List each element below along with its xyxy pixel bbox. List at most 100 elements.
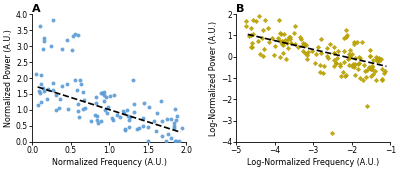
Point — [352, 57, 359, 60]
Point — [303, 43, 310, 46]
Point — [317, 71, 323, 73]
Point — [281, 32, 288, 35]
Point — [38, 101, 44, 103]
Point — [376, 57, 382, 60]
Point — [136, 126, 142, 129]
Point — [100, 100, 107, 103]
Point — [78, 83, 85, 86]
Point — [121, 112, 128, 115]
Point — [98, 120, 104, 122]
Point — [56, 106, 62, 109]
Point — [88, 120, 94, 123]
Y-axis label: Log-Normalized Power (A.U.): Log-Normalized Power (A.U.) — [209, 21, 218, 136]
Point — [355, 63, 361, 66]
Point — [95, 121, 101, 124]
Point — [158, 100, 164, 103]
Point — [249, 46, 255, 49]
Point — [74, 89, 80, 91]
Point — [276, 56, 283, 58]
Point — [287, 38, 293, 40]
Point — [101, 91, 108, 93]
Point — [140, 125, 147, 128]
Point — [178, 127, 185, 129]
Point — [145, 140, 152, 143]
Point — [313, 53, 320, 55]
Point — [255, 40, 261, 42]
Point — [300, 42, 306, 45]
Point — [350, 66, 357, 69]
Point — [334, 57, 340, 60]
Point — [338, 74, 344, 77]
Point — [272, 45, 278, 48]
Point — [304, 58, 311, 61]
Point — [41, 39, 47, 42]
Point — [77, 78, 83, 81]
Point — [152, 129, 159, 132]
Point — [329, 132, 336, 135]
Point — [366, 55, 373, 58]
Point — [373, 79, 379, 82]
Point — [248, 34, 254, 37]
Point — [48, 45, 54, 47]
Point — [358, 40, 365, 43]
Point — [122, 128, 128, 131]
Point — [285, 38, 291, 40]
Point — [127, 115, 133, 118]
Point — [171, 127, 178, 130]
Point — [248, 45, 254, 48]
Point — [287, 42, 294, 44]
Point — [248, 27, 254, 30]
Point — [303, 54, 310, 56]
Point — [80, 107, 86, 110]
Point — [104, 111, 110, 114]
Point — [284, 47, 291, 50]
Point — [92, 102, 99, 105]
Point — [259, 36, 265, 39]
Point — [80, 91, 86, 94]
Point — [271, 54, 277, 57]
Point — [324, 55, 330, 57]
Point — [253, 19, 259, 22]
Point — [260, 29, 266, 32]
Text: A: A — [32, 4, 41, 14]
Point — [363, 76, 369, 79]
Point — [81, 98, 87, 101]
Point — [330, 45, 337, 48]
Point — [105, 105, 112, 108]
Point — [346, 63, 352, 66]
Point — [279, 43, 286, 46]
Point — [69, 48, 76, 51]
Point — [280, 51, 287, 54]
Point — [145, 126, 151, 129]
Point — [382, 70, 388, 73]
Point — [297, 35, 304, 38]
Point — [300, 50, 306, 53]
Point — [331, 58, 337, 61]
Point — [354, 40, 360, 43]
Point — [372, 70, 378, 73]
Point — [126, 118, 132, 121]
Point — [277, 32, 284, 35]
Point — [347, 48, 353, 51]
Point — [109, 117, 116, 120]
Point — [368, 68, 374, 70]
Point — [122, 128, 128, 131]
Point — [126, 126, 132, 128]
Point — [331, 64, 337, 67]
Point — [70, 35, 76, 38]
Point — [374, 60, 380, 62]
Point — [172, 108, 178, 110]
Point — [367, 49, 374, 52]
Point — [331, 52, 338, 55]
Point — [154, 111, 160, 114]
Point — [72, 78, 78, 81]
Point — [131, 111, 137, 114]
Point — [36, 89, 42, 92]
Point — [278, 32, 284, 35]
Point — [145, 106, 152, 108]
Point — [325, 57, 332, 60]
Point — [173, 140, 180, 143]
Point — [356, 56, 363, 59]
Point — [172, 140, 178, 143]
Point — [134, 128, 140, 131]
